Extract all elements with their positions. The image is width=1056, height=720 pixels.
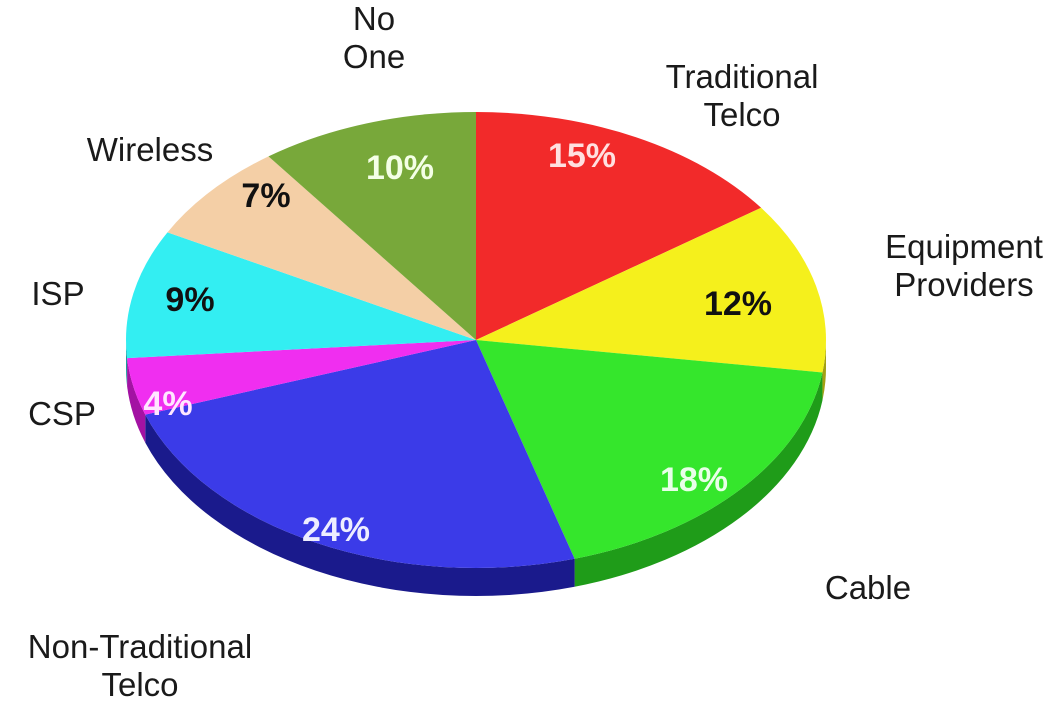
slice-equipment-providers xyxy=(476,207,826,373)
category-label-isp: ISP xyxy=(31,275,84,312)
slice-side-isp xyxy=(126,340,128,387)
slice-non-traditional-telco xyxy=(145,340,575,569)
percent-label-no-one: 10% xyxy=(366,149,434,187)
slice-csp xyxy=(127,340,476,415)
category-label-cable: Cable xyxy=(825,569,911,606)
slice-no-one xyxy=(268,112,476,340)
slice-isp xyxy=(126,232,476,359)
pie-slices xyxy=(126,112,826,569)
slice-wireless xyxy=(167,156,476,340)
percent-label-traditional-telco: 15% xyxy=(548,137,616,175)
slice-traditional-telco xyxy=(476,112,762,340)
category-label-wireless: Wireless xyxy=(87,131,214,168)
percent-labels: 15% 12% 18% 24% 4% 9% 7% 10% xyxy=(143,137,772,549)
slice-side-non-traditional-telco xyxy=(145,414,575,596)
percent-label-csp: 4% xyxy=(143,385,192,423)
category-label-traditional-telco: Traditional Telco xyxy=(666,58,819,133)
category-label-csp: CSP xyxy=(28,395,96,432)
percent-label-non-traditional-telco: 24% xyxy=(302,511,370,549)
category-label-equipment-providers: Equipment Providers xyxy=(885,228,1043,303)
slice-side-csp xyxy=(127,358,146,443)
percent-label-equipment-providers: 12% xyxy=(704,285,772,323)
percent-label-cable: 18% xyxy=(660,461,728,499)
percent-label-wireless: 7% xyxy=(241,177,290,215)
category-labels: Traditional Telco Equipment Providers Cable N… xyxy=(28,0,1043,703)
percent-label-isp: 9% xyxy=(165,281,214,319)
slice-side-cable xyxy=(574,372,823,587)
pie-depth xyxy=(126,340,826,596)
slice-cable xyxy=(476,340,823,559)
slice-side-equipment-providers xyxy=(822,340,826,401)
category-label-no-one: No One xyxy=(343,0,405,75)
category-label-non-traditional-telco: Non-Traditional Telco xyxy=(28,628,252,703)
